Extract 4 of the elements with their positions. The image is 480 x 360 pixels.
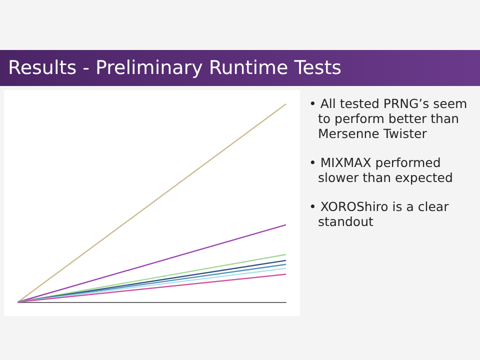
chart-title: Results - Preliminary Runtime Tests xyxy=(0,50,480,86)
annotation: • All tested PRNG’s seem to perform better than Mersenne Twister xyxy=(309,96,468,141)
annotation: • MIXMAX performed slower than expected xyxy=(309,155,454,185)
annotation: • XOROShiro is a clear standout xyxy=(309,199,450,229)
